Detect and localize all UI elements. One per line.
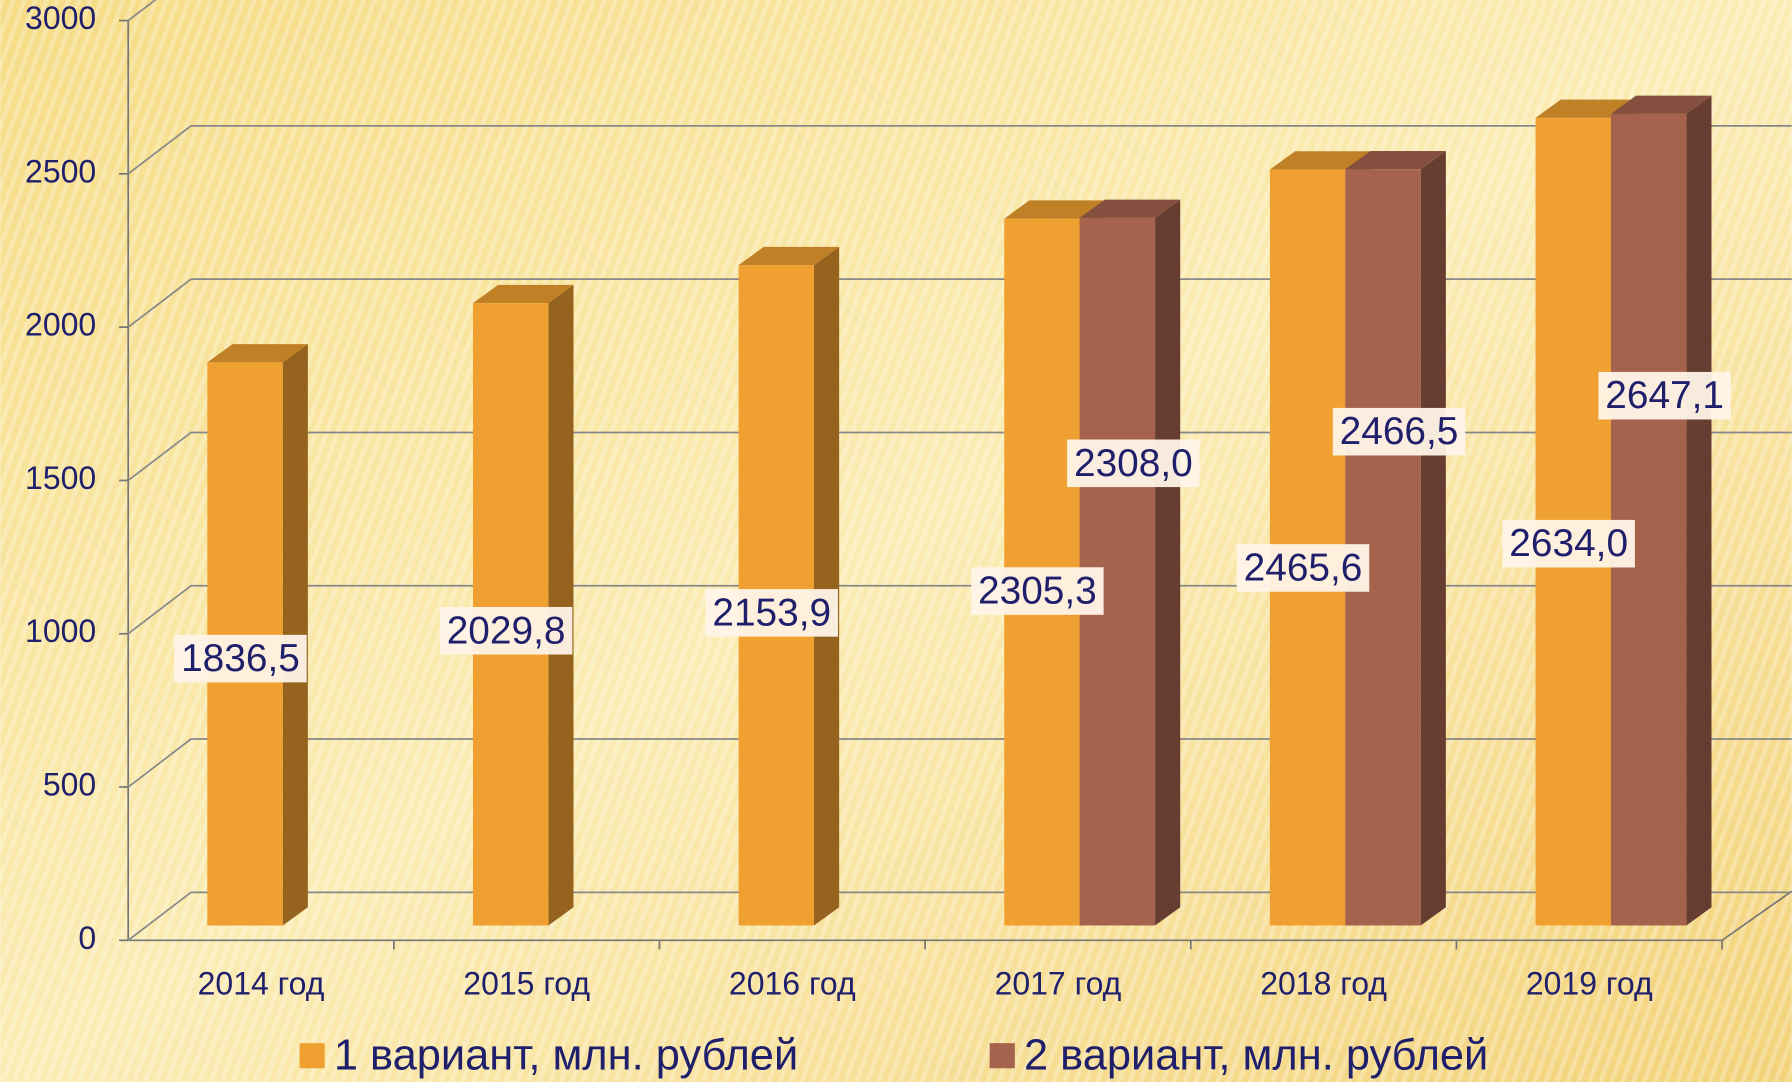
bar-top <box>1345 150 1446 170</box>
bar-top <box>207 344 308 363</box>
y-tick-label: 0 <box>78 920 96 956</box>
data-label-bg <box>1598 371 1731 420</box>
grid-line <box>127 738 1792 788</box>
x-tick-label: 2019 год <box>1526 965 1653 1001</box>
data-label-bg <box>1502 519 1635 568</box>
data-label-bg <box>1236 544 1370 592</box>
x-tick-label: 2014 год <box>198 965 325 1001</box>
grid-line <box>127 278 1792 328</box>
y-tick-label: 3000 <box>25 0 96 36</box>
y-tick-label: 2500 <box>25 153 96 189</box>
bar-top <box>472 284 574 304</box>
data-label-bg <box>174 634 307 683</box>
data-label-bg <box>705 589 838 637</box>
y-tick-label: 500 <box>43 766 96 802</box>
legend-swatch <box>989 1043 1015 1069</box>
x-tick-label: 2017 год <box>995 965 1122 1001</box>
grid-line <box>127 431 1792 482</box>
bar <box>1610 113 1687 926</box>
data-label: 2647,1 <box>1605 374 1724 417</box>
data-label: 2634,0 <box>1509 522 1628 565</box>
bar-top <box>1610 95 1712 114</box>
grid-line <box>127 891 1792 942</box>
data-label: 2029,8 <box>447 609 566 652</box>
data-label: 2153,9 <box>712 591 831 634</box>
bar-side <box>1686 95 1712 926</box>
data-label: 1836,5 <box>181 637 300 680</box>
bar-side <box>814 246 840 926</box>
data-label-bg <box>1067 439 1200 488</box>
grid-line <box>127 125 1792 175</box>
bar-top <box>1269 151 1371 170</box>
x-tick-label: 2018 год <box>1260 965 1387 1001</box>
bar-side <box>548 284 574 926</box>
bar-side <box>1420 150 1446 926</box>
data-label: 2466,5 <box>1340 410 1459 453</box>
y-tick-label: 1500 <box>25 460 96 496</box>
data-label-bg <box>1332 407 1466 456</box>
data-label-bg <box>439 606 573 655</box>
bar-top <box>1004 200 1105 219</box>
bar-side <box>282 344 308 926</box>
legend-swatch <box>299 1043 325 1069</box>
x-tick-label: 2016 год <box>729 965 856 1001</box>
y-tick-label: 2000 <box>25 307 96 343</box>
data-label-bg <box>971 567 1104 615</box>
data-label: 2465,6 <box>1244 546 1363 589</box>
bar-top <box>1535 99 1637 118</box>
bar-top <box>1079 199 1181 218</box>
bar-side <box>1155 199 1181 926</box>
y-tick-label: 1000 <box>25 613 96 649</box>
x-tick-label: 2015 год <box>463 965 590 1001</box>
legend-label: 2 вариант, млн. рублей <box>1024 1031 1488 1079</box>
legend-label: 1 вариант, млн. рублей <box>334 1031 798 1079</box>
grid-line <box>127 0 157 22</box>
bar-top <box>738 246 840 266</box>
data-label: 2305,3 <box>978 570 1097 613</box>
data-label: 2308,0 <box>1074 442 1193 485</box>
